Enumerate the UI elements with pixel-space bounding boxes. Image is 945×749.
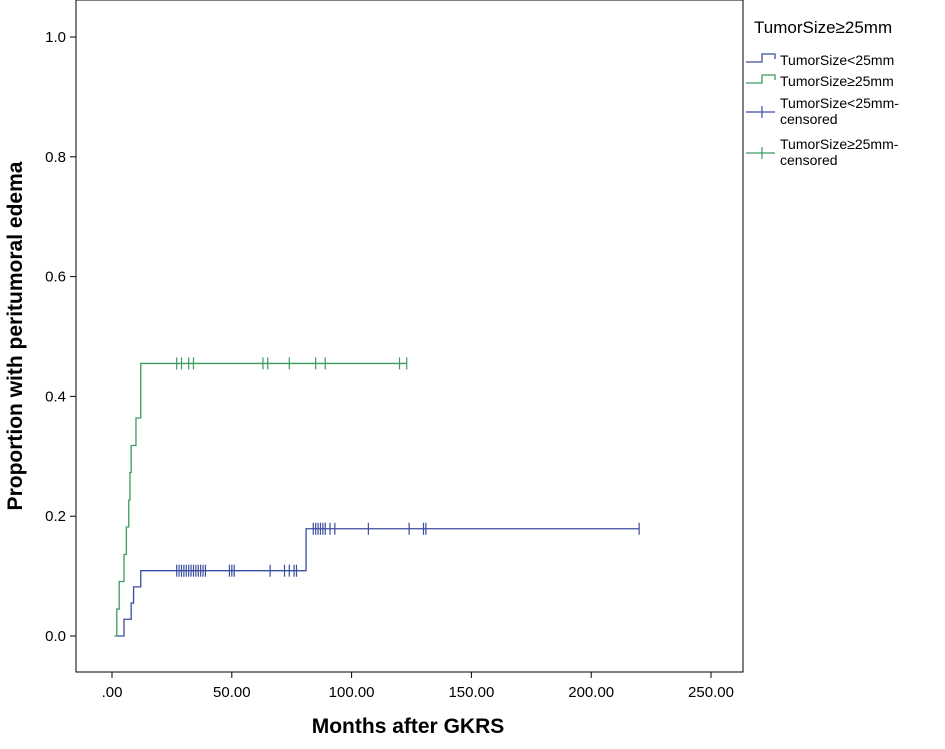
series-tumorsize-lt-25mm [116,522,640,637]
x-tick-label: .00 [102,684,123,701]
x-axis-title: Months after GKRS [312,715,505,738]
legend-line-swatch [746,74,776,84]
series-tumorsize-ge-25mm [114,357,408,637]
legend-item: TumorSize≥25mm [746,73,894,89]
legend: TumorSize≥25mm TumorSize<25mm TumorSize≥2… [746,18,899,168]
x-axis: .00 50.00 100.00 150.00 200.00 250.00 [102,672,734,701]
legend-items: TumorSize<25mm TumorSize≥25mm TumorSize<25… [746,52,899,168]
y-axis: 0.0 0.2 0.4 0.6 0.8 1.0 [45,29,76,645]
y-tick-label: 0.6 [45,269,66,286]
series-step-line [114,362,407,637]
legend-label: TumorSize≥25mm [780,73,894,89]
legend-label: TumorSize<25mm-censored [780,95,899,127]
series-layer [114,357,640,637]
legend-label: TumorSize<25mm [780,52,894,68]
plot-area-frame [75,0,744,673]
y-tick-label: 1.0 [45,29,66,46]
x-tick-label: 250.00 [688,684,734,701]
y-axis-title: Proportion with peritumoral edema [4,161,27,510]
legend-item: TumorSize<25mm [746,52,894,68]
y-tick-label: 0.0 [45,628,66,645]
y-tick-label: 0.8 [45,149,66,166]
legend-line-swatch [746,53,776,63]
x-tick-label: 100.00 [329,684,375,701]
x-tick-label: 150.00 [448,684,494,701]
legend-item: TumorSize<25mm-censored [746,95,899,127]
x-tick-label: 200.00 [568,684,614,701]
y-tick-label: 0.4 [45,388,66,405]
legend-title: TumorSize≥25mm [754,18,892,37]
series-step-line [116,528,640,637]
y-tick-label: 0.2 [45,508,66,525]
x-tick-label: 50.00 [213,684,251,701]
legend-label: TumorSize≥25mm-censored [780,136,899,168]
legend-item: TumorSize≥25mm-censored [746,136,899,168]
